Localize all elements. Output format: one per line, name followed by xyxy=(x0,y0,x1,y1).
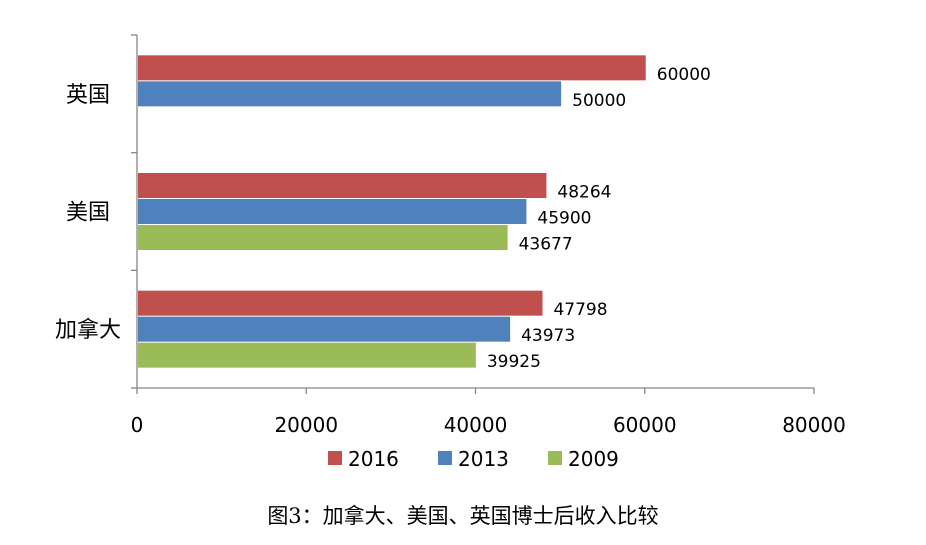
x-tick-label: 20000 xyxy=(274,413,338,437)
bars xyxy=(138,55,646,368)
legend-label: 2009 xyxy=(568,447,619,471)
data-label: 60000 xyxy=(657,65,711,85)
legend: 2016 2013 2009 xyxy=(328,447,619,471)
bar-2016 xyxy=(138,55,646,81)
figure-caption: 图3：加拿大、美国、英国博士后收入比较 xyxy=(267,504,659,528)
axes xyxy=(131,34,815,394)
data-label: 43973 xyxy=(521,326,575,346)
data-label: 39925 xyxy=(487,352,541,372)
legend-label: 2016 xyxy=(348,447,399,471)
data-label: 50000 xyxy=(572,91,626,111)
data-label: 45900 xyxy=(537,209,591,229)
y-category-label: 美国 xyxy=(66,201,110,226)
legend-label: 2013 xyxy=(458,447,509,471)
bar-2013 xyxy=(138,199,527,224)
bar-2013 xyxy=(138,81,562,107)
legend-swatch-2013 xyxy=(438,451,452,465)
bar-2016 xyxy=(138,290,543,316)
legend-swatch-2009 xyxy=(548,451,562,465)
data-labels: 60000 50000 48264 45900 43677 47798 43973 39925 xyxy=(487,65,711,372)
data-label: 48264 xyxy=(557,183,611,203)
data-label: 47798 xyxy=(553,300,607,320)
data-label: 43677 xyxy=(519,235,573,255)
bar-2009 xyxy=(138,225,508,250)
x-tick-label: 0 xyxy=(131,413,144,437)
x-tick-label: 40000 xyxy=(444,413,508,437)
bar-2016 xyxy=(138,173,547,198)
legend-swatch-2016 xyxy=(328,451,342,465)
bar-2009 xyxy=(138,342,476,368)
y-category-label: 英国 xyxy=(66,83,110,108)
x-tick-label: 60000 xyxy=(613,413,677,437)
x-tick-label: 80000 xyxy=(782,413,846,437)
bar-2013 xyxy=(138,316,511,342)
y-category-label: 加拿大 xyxy=(55,317,121,343)
